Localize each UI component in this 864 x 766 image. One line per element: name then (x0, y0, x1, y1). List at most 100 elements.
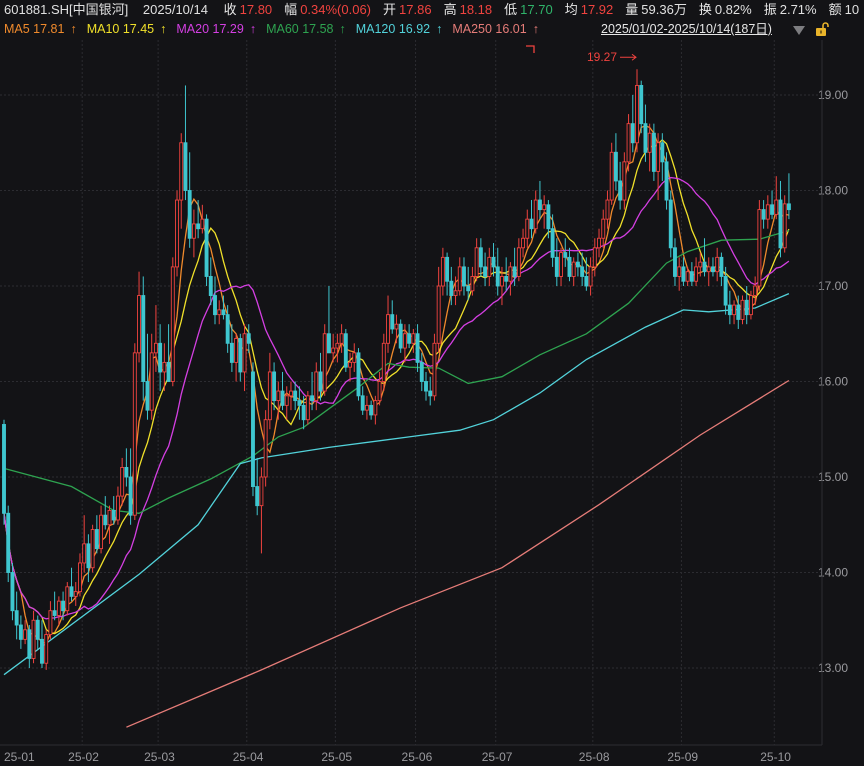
candle (293, 381, 298, 411)
candle-body (428, 390, 433, 397)
candle (208, 257, 213, 306)
candle-body (516, 247, 521, 277)
candle (584, 257, 589, 291)
candle (432, 333, 437, 401)
quote-field-value: 17.92 (580, 2, 614, 17)
candle-body (643, 123, 648, 153)
candle-body (470, 276, 475, 292)
corner-marker-icon (526, 45, 535, 53)
candle-body (474, 247, 479, 277)
candle (10, 562, 15, 621)
stock-symbol: 601881.SH[中国银河] (4, 2, 129, 17)
candle (398, 319, 403, 353)
candle-body (187, 190, 192, 239)
triangle-down-icon[interactable] (793, 26, 805, 35)
candle-body (137, 295, 141, 354)
candle-body (14, 610, 19, 626)
candle-body (18, 624, 23, 640)
max-price-label: 19.27 (587, 50, 617, 64)
x-tick-label: 25-08 (579, 750, 610, 764)
candle (153, 305, 158, 372)
ma-legend-item[interactable]: MA120 16.92 ↑ (356, 22, 443, 36)
x-tick-label: 25-07 (482, 750, 513, 764)
y-tick-label: 16.00 (818, 375, 848, 389)
candle-body (706, 266, 711, 273)
ma-legend-item[interactable]: MA20 17.29 ↑ (176, 22, 256, 36)
candle-body (398, 323, 403, 349)
candle (622, 152, 627, 210)
candle-body (685, 271, 690, 282)
candle-body (318, 371, 323, 392)
candle (613, 133, 618, 191)
ma-legend-item[interactable]: MA60 17.58 ↑ (266, 22, 346, 36)
candle-body (748, 295, 753, 316)
candle-body (217, 309, 222, 316)
candle-body (571, 261, 576, 277)
candle (145, 333, 150, 420)
candle (466, 266, 471, 301)
ma-legend-item[interactable]: MA10 17.45 ↑ (87, 22, 167, 36)
date-range-selector[interactable]: 2025/01/02-2025/10/14(187日) (601, 22, 772, 36)
candle-body (525, 218, 530, 239)
candle (462, 257, 466, 296)
candle (428, 376, 433, 406)
arrow-up-icon: ↑ (160, 22, 167, 36)
candle (668, 190, 673, 258)
candle (559, 247, 563, 286)
candle-body (128, 476, 133, 516)
candle (673, 238, 677, 286)
candle-body (487, 256, 492, 277)
candle (267, 352, 272, 430)
candle (440, 247, 445, 296)
candle (314, 362, 319, 411)
candle-body (31, 619, 36, 659)
candle (132, 343, 137, 520)
candle-body (588, 266, 593, 287)
candle-body (559, 252, 563, 277)
unlocked-padlock-icon[interactable] (815, 22, 829, 36)
candle-body (280, 390, 285, 406)
candle-body (504, 276, 509, 282)
candle-body (639, 84, 644, 125)
candle-body (297, 400, 302, 406)
candle (744, 286, 749, 325)
candle (191, 209, 196, 258)
quote-field-value: 17.70 (520, 2, 553, 17)
candle-body (453, 290, 458, 296)
candle-body (183, 142, 188, 191)
y-tick-label: 19.00 (818, 88, 848, 102)
candle-body (533, 199, 538, 230)
ma-legend-label: MA60 17.58 (266, 22, 334, 36)
candle (571, 257, 576, 286)
candle (723, 266, 728, 315)
candle-body (335, 342, 340, 349)
candle (689, 262, 694, 286)
candle-body (23, 629, 28, 640)
ma-legend-item[interactable]: MA250 16.01 ↑ (452, 22, 539, 36)
candle (453, 276, 458, 306)
candle (356, 348, 361, 401)
candle-body (103, 514, 108, 526)
y-tick-label: 13.00 (818, 661, 848, 675)
candle (170, 257, 175, 387)
candle-body (584, 276, 589, 287)
candle (107, 505, 112, 544)
candle-body (124, 467, 129, 478)
ma-legend-label: MA20 17.29 (176, 22, 244, 36)
candle (301, 395, 306, 430)
candle-body (512, 266, 517, 277)
y-tick-label: 17.00 (818, 279, 848, 293)
candle-body (394, 323, 399, 330)
candle-body (605, 199, 610, 220)
candle-body (289, 390, 293, 397)
candle (753, 276, 758, 306)
y-tick-label: 18.00 (818, 184, 848, 198)
ma-legend-item[interactable]: MA5 17.81 ↑ (4, 22, 77, 36)
arrow-up-icon: ↑ (70, 22, 77, 36)
quote-field-label: 收 (223, 2, 237, 17)
candle-body (689, 271, 694, 282)
quote-field: 开 17.86 (383, 2, 432, 17)
candle (761, 200, 766, 229)
candle-body (339, 333, 344, 344)
